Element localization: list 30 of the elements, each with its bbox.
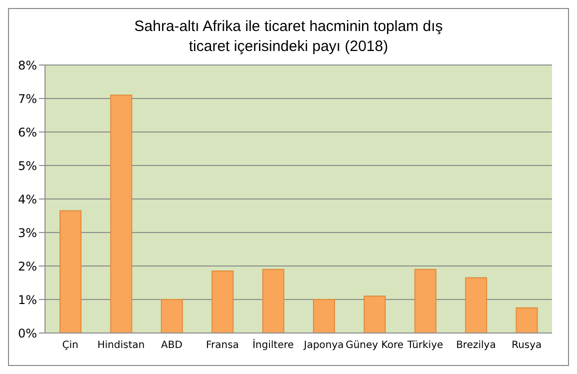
bar [110,94,132,333]
bar [364,296,386,333]
bar [414,268,436,333]
bar [262,268,284,333]
chart-title: Sahra-altı Afrika ile ticaret hacminin toplam dış ticaret içerisindeki payı (2018) [133,17,444,57]
y-tick-label: 7% [18,92,37,106]
bar [60,210,82,333]
x-tick-label: Güney Kore [346,340,404,352]
y-tick-label: 3% [18,226,37,240]
x-tick-label: Türkiye [406,340,444,352]
y-tick-label: 6% [18,125,37,140]
x-tick-label: Fransa [206,340,239,352]
bar [160,299,183,333]
x-tick-label: Çin [62,340,78,352]
x-tick-label: İngiltere [252,338,294,352]
x-tick-label: ABD [161,340,183,352]
x-tick-label: Hindistan [97,340,145,352]
bar [212,270,234,333]
y-tick-label: 8% [18,58,37,72]
x-tick-label: Rusya [512,340,542,352]
bar [465,277,488,333]
bar [516,307,538,333]
y-tick-label: 5% [18,158,37,173]
x-tick-label: Brezilya [456,340,496,352]
y-tick-label: 1% [18,292,37,307]
bar [313,299,335,333]
y-tick-label: 0% [18,326,37,340]
x-tick-label: Japonya [302,340,344,352]
y-tick-label: 2% [18,259,37,274]
y-tick-label: 4% [18,192,37,206]
